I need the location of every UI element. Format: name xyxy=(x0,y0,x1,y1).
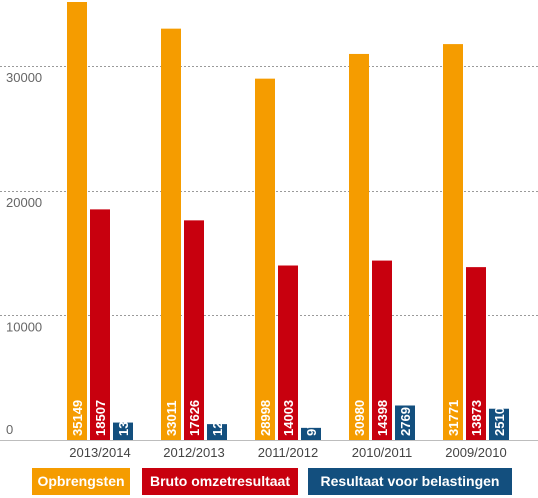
value-label: 1274 xyxy=(210,406,225,436)
value-label: 13873 xyxy=(469,400,484,436)
bar xyxy=(349,53,369,440)
value-label: 35149 xyxy=(70,400,85,436)
y-tick-label: 30000 xyxy=(6,70,42,85)
bar xyxy=(443,44,463,440)
legend: Opbrengsten Bruto omzetresultaat Resultaat… xyxy=(0,465,538,498)
y-axis-ticks: 0 10000 20000 30000 xyxy=(6,70,42,437)
legend-item: Bruto omzetresultaat xyxy=(142,468,298,495)
x-tick-label: 2013/2014 xyxy=(69,445,130,460)
y-tick-label: 10000 xyxy=(6,319,42,334)
legend-item: Resultaat voor belastingen xyxy=(308,468,512,495)
bar-chart: 0 10000 20000 30000 35149 18507 1399 33011 1762… xyxy=(0,2,538,460)
bar xyxy=(113,422,133,440)
value-label: 14398 xyxy=(375,400,390,436)
value-label: 31771 xyxy=(446,400,461,436)
value-label: 974 xyxy=(304,414,319,436)
bar xyxy=(184,220,204,440)
bar xyxy=(395,405,415,440)
bar xyxy=(489,408,509,440)
bar xyxy=(255,78,275,441)
bar xyxy=(466,267,486,440)
x-tick-label: 2011/2012 xyxy=(258,445,319,460)
value-label: 14003 xyxy=(281,400,296,436)
y-tick-label: 0 xyxy=(6,422,13,437)
value-label: 1399 xyxy=(116,407,131,436)
value-labels: 35149 18507 1399 33011 17626 1274 28998 14003 97… xyxy=(70,400,507,436)
bar xyxy=(207,424,227,440)
value-label: 30980 xyxy=(352,400,367,436)
x-tick-label: 2010/2011 xyxy=(352,445,413,460)
bar xyxy=(278,265,298,440)
y-tick-label: 20000 xyxy=(6,195,42,210)
x-tick-label: 2012/2013 xyxy=(163,445,224,460)
value-label: 18507 xyxy=(93,400,108,436)
value-label: 2769 xyxy=(398,407,413,436)
bar xyxy=(90,209,110,440)
value-label: 28998 xyxy=(258,400,273,436)
x-tick-label: 2009/2010 xyxy=(445,445,506,460)
bar xyxy=(161,28,181,441)
value-label: 2510 xyxy=(492,407,507,436)
bar xyxy=(372,260,392,440)
value-label: 33011 xyxy=(164,401,179,436)
bar xyxy=(67,2,87,440)
x-axis-categories: 2013/2014 2012/2013 2011/2012 2010/2011 2009… xyxy=(69,445,506,460)
bar xyxy=(301,427,321,440)
value-label: 17626 xyxy=(187,400,202,436)
bars xyxy=(67,2,509,441)
legend-item: Opbrengsten xyxy=(32,468,130,495)
